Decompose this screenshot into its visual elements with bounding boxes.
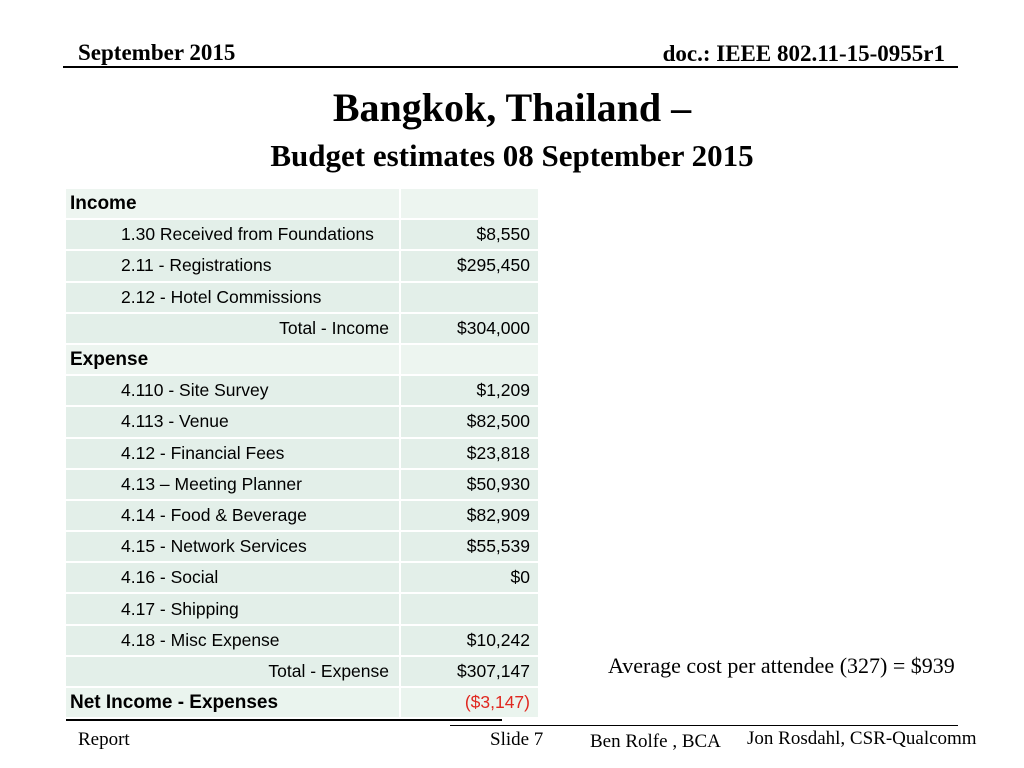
slide-title-line1: Bangkok, Thailand – [332,85,692,130]
table-row: 4.16 - Social $0 [66,563,538,593]
table-row: 2.11 - Registrations $295,450 [66,251,538,281]
row-label: Total - Income [66,313,399,343]
row-value: $82,909 [401,500,538,531]
row-label: Income [66,189,399,219]
row-value: $1,209 [401,376,538,406]
header-date: September 2015 [78,40,236,65]
table-row: Expense [66,344,538,375]
row-label: Expense [66,344,399,375]
row-label: 1.30 Received from Foundations [66,220,399,250]
table-row: 4.14 - Food & Beverage $82,909 [66,500,538,531]
header-divider [63,66,958,68]
row-value: $307,147 [401,656,538,686]
table-row: 4.17 - Shipping [66,594,538,624]
row-value [401,282,538,312]
slide-title-line2: Budget estimates 08 September 2015 [270,138,754,173]
row-label: 4.15 - Network Services [66,532,399,562]
table-row: Net Income - Expenses ($3,147) [66,688,538,718]
footer-author-jon-rosdahl: Jon Rosdahl, CSR-Qualcomm [747,728,977,749]
row-value: $50,930 [401,469,538,499]
table-row: 4.12 - Financial Fees $23,818 [66,438,538,468]
row-value [401,594,538,624]
table-row: 4.15 - Network Services $55,539 [66,532,538,562]
table-row: Income [66,189,538,219]
table-row: 4.13 – Meeting Planner $50,930 [66,469,538,499]
row-value: $295,450 [401,251,538,281]
row-label: 4.18 - Misc Expense [66,625,399,655]
footer-divider-main [66,719,502,721]
header-doc-number: doc.: IEEE 802.11-15-0955r1 [662,41,945,66]
row-value: $10,242 [401,625,538,655]
footer-author-ben-rolfe: Ben Rolfe , BCA [590,731,721,752]
budget-table: Income 1.30 Received from Foundations $8,5… [66,189,538,718]
row-label: 4.14 - Food & Beverage [66,500,399,531]
row-value: $304,000 [401,313,538,343]
table-row: 1.30 Received from Foundations $8,550 [66,220,538,250]
row-value [401,189,538,219]
table-row: Total - Expense $307,147 [66,656,538,686]
row-label: Total - Expense [66,656,399,686]
row-label: 2.11 - Registrations [66,251,399,281]
table-row: 4.18 - Misc Expense $10,242 [66,625,538,655]
row-value [401,344,538,375]
row-label: 4.110 - Site Survey [66,376,399,406]
table-row: Total - Income $304,000 [66,313,538,343]
table-row: 2.12 - Hotel Commissions [66,282,538,312]
row-value: $0 [401,563,538,593]
row-value: $55,539 [401,532,538,562]
footer-slide-number: Slide 7 [490,729,544,750]
row-label: 4.13 – Meeting Planner [66,469,399,499]
table-row: 4.113 - Venue $82,500 [66,407,538,437]
row-value: $8,550 [401,220,538,250]
table-row: 4.110 - Site Survey $1,209 [66,376,538,406]
row-label: 4.113 - Venue [66,407,399,437]
row-label: 2.12 - Hotel Commissions [66,282,399,312]
row-value: ($3,147) [401,688,538,718]
row-value: $23,818 [401,438,538,468]
row-value: $82,500 [401,407,538,437]
row-label: Net Income - Expenses [66,688,399,718]
row-label: 4.16 - Social [66,563,399,593]
average-cost-note: Average cost per attendee (327) = $939 [608,653,955,678]
row-label: 4.12 - Financial Fees [66,438,399,468]
row-label: 4.17 - Shipping [66,594,399,624]
footer-divider-authors [450,725,958,726]
footer-report-label: Report [78,729,130,750]
